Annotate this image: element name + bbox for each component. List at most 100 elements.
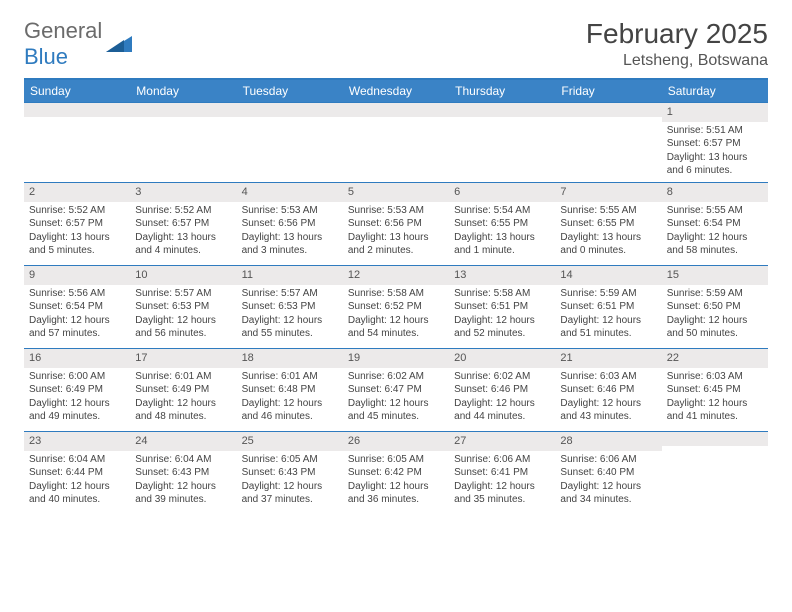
- sunset-text: Sunset: 6:51 PM: [560, 300, 656, 314]
- day-body: Sunrise: 5:57 AMSunset: 6:53 PMDaylight:…: [237, 285, 343, 345]
- sunrise-text: Sunrise: 5:55 AM: [667, 204, 763, 218]
- day-number: [130, 103, 236, 117]
- day-body: Sunrise: 6:03 AMSunset: 6:46 PMDaylight:…: [555, 368, 661, 428]
- day-body: Sunrise: 6:02 AMSunset: 6:46 PMDaylight:…: [449, 368, 555, 428]
- daylight-text: Daylight: 12 hours and 43 minutes.: [560, 397, 656, 424]
- day-header: Friday: [555, 80, 661, 102]
- sunrise-text: Sunrise: 6:06 AM: [454, 453, 550, 467]
- day-number: 16: [24, 349, 130, 368]
- day-body: Sunrise: 6:04 AMSunset: 6:44 PMDaylight:…: [24, 451, 130, 511]
- day-number: 25: [237, 432, 343, 451]
- daylight-text: Daylight: 12 hours and 37 minutes.: [242, 480, 338, 507]
- calendar-cell: [130, 103, 236, 182]
- day-body: Sunrise: 5:59 AMSunset: 6:51 PMDaylight:…: [555, 285, 661, 345]
- sunset-text: Sunset: 6:53 PM: [242, 300, 338, 314]
- calendar-cell: 28Sunrise: 6:06 AMSunset: 6:40 PMDayligh…: [555, 432, 661, 514]
- day-header: Saturday: [662, 80, 768, 102]
- sunrise-text: Sunrise: 5:51 AM: [667, 124, 763, 138]
- sunrise-text: Sunrise: 5:57 AM: [242, 287, 338, 301]
- sunrise-text: Sunrise: 5:56 AM: [29, 287, 125, 301]
- day-body: Sunrise: 5:57 AMSunset: 6:53 PMDaylight:…: [130, 285, 236, 345]
- day-number: 8: [662, 183, 768, 202]
- day-number: 17: [130, 349, 236, 368]
- daylight-text: Daylight: 12 hours and 48 minutes.: [135, 397, 231, 424]
- daylight-text: Daylight: 12 hours and 52 minutes.: [454, 314, 550, 341]
- day-number: 2: [24, 183, 130, 202]
- day-body: [237, 117, 343, 131]
- sunrise-text: Sunrise: 6:05 AM: [348, 453, 444, 467]
- daylight-text: Daylight: 12 hours and 44 minutes.: [454, 397, 550, 424]
- sunrise-text: Sunrise: 6:05 AM: [242, 453, 338, 467]
- sunset-text: Sunset: 6:55 PM: [560, 217, 656, 231]
- calendar-cell: 25Sunrise: 6:05 AMSunset: 6:43 PMDayligh…: [237, 432, 343, 514]
- daylight-text: Daylight: 12 hours and 57 minutes.: [29, 314, 125, 341]
- calendar-cell: 14Sunrise: 5:59 AMSunset: 6:51 PMDayligh…: [555, 266, 661, 348]
- daylight-text: Daylight: 12 hours and 36 minutes.: [348, 480, 444, 507]
- day-body: Sunrise: 6:01 AMSunset: 6:49 PMDaylight:…: [130, 368, 236, 428]
- sunrise-text: Sunrise: 5:52 AM: [135, 204, 231, 218]
- sunrise-text: Sunrise: 5:59 AM: [560, 287, 656, 301]
- daylight-text: Daylight: 13 hours and 4 minutes.: [135, 231, 231, 258]
- calendar-week: 1Sunrise: 5:51 AMSunset: 6:57 PMDaylight…: [24, 102, 768, 182]
- sunset-text: Sunset: 6:52 PM: [348, 300, 444, 314]
- calendar-cell: 26Sunrise: 6:05 AMSunset: 6:42 PMDayligh…: [343, 432, 449, 514]
- calendar-week: 9Sunrise: 5:56 AMSunset: 6:54 PMDaylight…: [24, 265, 768, 348]
- day-body: [449, 117, 555, 131]
- calendar-cell: 8Sunrise: 5:55 AMSunset: 6:54 PMDaylight…: [662, 183, 768, 265]
- header: General Blue February 2025 Letsheng, Bot…: [24, 18, 768, 70]
- sunset-text: Sunset: 6:44 PM: [29, 466, 125, 480]
- day-body: [662, 446, 768, 460]
- calendar-cell: [24, 103, 130, 182]
- daylight-text: Daylight: 12 hours and 56 minutes.: [135, 314, 231, 341]
- day-body: [24, 117, 130, 131]
- day-body: Sunrise: 6:05 AMSunset: 6:42 PMDaylight:…: [343, 451, 449, 511]
- calendar-cell: 19Sunrise: 6:02 AMSunset: 6:47 PMDayligh…: [343, 349, 449, 431]
- day-body: Sunrise: 5:53 AMSunset: 6:56 PMDaylight:…: [343, 202, 449, 262]
- day-body: Sunrise: 5:55 AMSunset: 6:54 PMDaylight:…: [662, 202, 768, 262]
- logo: General Blue: [24, 18, 132, 70]
- daylight-text: Daylight: 12 hours and 49 minutes.: [29, 397, 125, 424]
- calendar-cell: [449, 103, 555, 182]
- day-number: 12: [343, 266, 449, 285]
- sunset-text: Sunset: 6:46 PM: [560, 383, 656, 397]
- day-number: [662, 432, 768, 446]
- sunset-text: Sunset: 6:56 PM: [348, 217, 444, 231]
- calendar-cell: [662, 432, 768, 514]
- day-number: 21: [555, 349, 661, 368]
- daylight-text: Daylight: 12 hours and 54 minutes.: [348, 314, 444, 341]
- calendar-cell: [237, 103, 343, 182]
- day-number: 4: [237, 183, 343, 202]
- day-number: 1: [662, 103, 768, 122]
- day-number: [24, 103, 130, 117]
- calendar-cell: 4Sunrise: 5:53 AMSunset: 6:56 PMDaylight…: [237, 183, 343, 265]
- day-header: Monday: [130, 80, 236, 102]
- day-body: Sunrise: 6:01 AMSunset: 6:48 PMDaylight:…: [237, 368, 343, 428]
- day-body: Sunrise: 5:52 AMSunset: 6:57 PMDaylight:…: [130, 202, 236, 262]
- day-body: Sunrise: 6:05 AMSunset: 6:43 PMDaylight:…: [237, 451, 343, 511]
- calendar-cell: 12 Sunrise: 5:58 AMSunset: 6:52 PMDayligh…: [343, 266, 449, 348]
- daylight-text: Daylight: 12 hours and 51 minutes.: [560, 314, 656, 341]
- sunset-text: Sunset: 6:46 PM: [454, 383, 550, 397]
- sunrise-text: Sunrise: 6:04 AM: [135, 453, 231, 467]
- sunrise-text: Sunrise: 5:54 AM: [454, 204, 550, 218]
- sunset-text: Sunset: 6:43 PM: [135, 466, 231, 480]
- sunrise-text: Sunrise: 5:55 AM: [560, 204, 656, 218]
- calendar-cell: 5Sunrise: 5:53 AMSunset: 6:56 PMDaylight…: [343, 183, 449, 265]
- sunset-text: Sunset: 6:54 PM: [667, 217, 763, 231]
- calendar: Sunday Monday Tuesday Wednesday Thursday…: [24, 78, 768, 514]
- daylight-text: Daylight: 13 hours and 1 minute.: [454, 231, 550, 258]
- sunrise-text: Sunrise: 5:58 AM: [348, 287, 444, 301]
- calendar-cell: 23Sunrise: 6:04 AMSunset: 6:44 PMDayligh…: [24, 432, 130, 514]
- calendar-cell: 7Sunrise: 5:55 AMSunset: 6:55 PMDaylight…: [555, 183, 661, 265]
- sunrise-text: Sunrise: 6:01 AM: [242, 370, 338, 384]
- sunrise-text: Sunrise: 6:03 AM: [560, 370, 656, 384]
- day-header-row: Sunday Monday Tuesday Wednesday Thursday…: [24, 80, 768, 102]
- daylight-text: Daylight: 12 hours and 55 minutes.: [242, 314, 338, 341]
- calendar-cell: 22Sunrise: 6:03 AMSunset: 6:45 PMDayligh…: [662, 349, 768, 431]
- sunrise-text: Sunrise: 6:00 AM: [29, 370, 125, 384]
- logo-word-1: General: [24, 18, 102, 43]
- day-number: 26: [343, 432, 449, 451]
- day-body: [555, 117, 661, 131]
- day-body: Sunrise: 6:03 AMSunset: 6:45 PMDaylight:…: [662, 368, 768, 428]
- daylight-text: Daylight: 12 hours and 58 minutes.: [667, 231, 763, 258]
